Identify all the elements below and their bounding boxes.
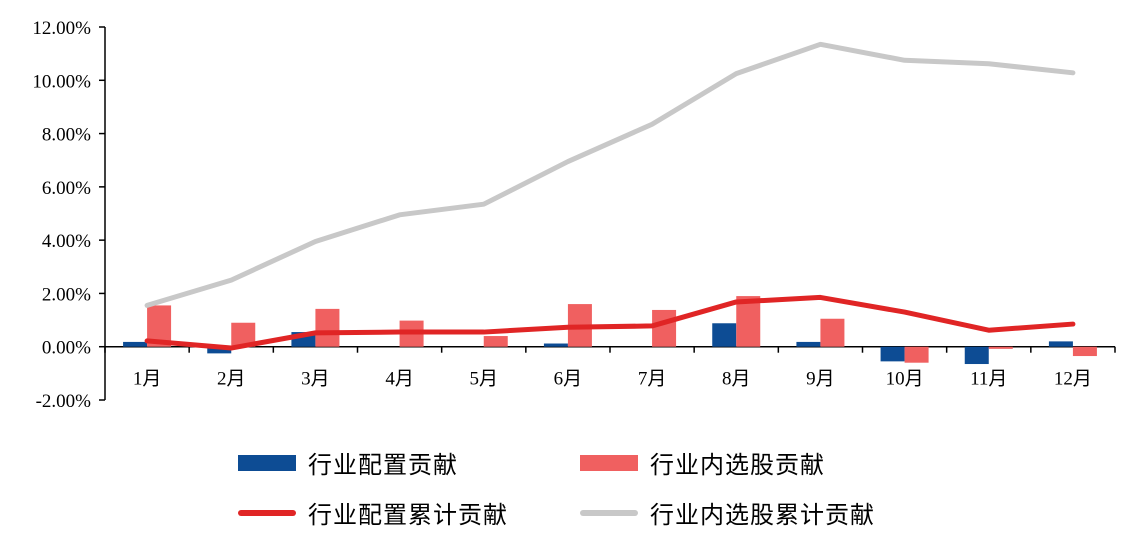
bar-allocation: [796, 341, 821, 347]
bar-selection: [483, 336, 508, 347]
legend-label-allocation: 行业配置贡献: [308, 451, 458, 479]
x-tick-label: 1月: [133, 369, 162, 390]
x-tick-label: 11月: [970, 369, 1007, 390]
legend-swatch-selection: [580, 454, 638, 471]
legend-swatch-allocation-cumulative: [238, 509, 296, 516]
bar-allocation: [207, 346, 232, 354]
x-tick-label: 12月: [1054, 369, 1092, 390]
lines: [144, 41, 1076, 351]
legend-swatch-allocation: [238, 454, 296, 471]
x-tick-label: 9月: [806, 369, 835, 390]
legend-item-allocation-cumulative: 行业配置累计贡献: [238, 495, 508, 530]
x-tick-label: 10月: [886, 369, 924, 390]
x-tick-label: 4月: [385, 369, 414, 390]
y-tick-label: 10.00%: [32, 71, 91, 92]
bar-selection: [988, 346, 1013, 349]
x-tick-label: 6月: [554, 369, 583, 390]
line-allocation-cumulative: [144, 294, 1076, 351]
bar-selection: [736, 296, 761, 347]
x-tick-label: 5月: [469, 369, 498, 390]
bar-allocation: [880, 346, 905, 362]
bar-selection: [820, 318, 845, 347]
bar-selection: [231, 322, 256, 347]
legend: 行业配置贡献 行业内选股贡献 行业配置累计贡献 行业内选股累计贡献: [0, 435, 1122, 535]
y-tick-label: 6.00%: [42, 178, 91, 199]
y-tick-label: 12.00%: [32, 18, 91, 39]
bar-allocation: [543, 343, 568, 347]
legend-label-allocation-cumulative: 行业配置累计贡献: [308, 501, 508, 529]
legend-label-selection-cumulative: 行业内选股累计贡献: [650, 501, 875, 529]
x-tick-label: 7月: [638, 369, 667, 390]
legend-item-selection: 行业内选股贡献: [580, 445, 825, 480]
y-tick-label: 0.00%: [42, 338, 91, 359]
bar-selection: [315, 308, 340, 347]
x-tick-label: 8月: [722, 369, 751, 390]
bar-selection: [652, 309, 677, 347]
bar-allocation: [964, 346, 989, 365]
bar-allocation: [1048, 341, 1073, 347]
y-tick-label: 8.00%: [42, 125, 91, 146]
chart: 12.00% 10.00% 8.00% 6.00% 4.00% 2.00% 0.00% -2.…: [32, 18, 1116, 412]
y-tick-label: 4.00%: [42, 231, 91, 252]
line-selection-cumulative: [144, 41, 1076, 308]
bars: [123, 296, 1097, 365]
axes: 12.00% 10.00% 8.00% 6.00% 4.00% 2.00% 0.00% -2.…: [32, 18, 1116, 412]
legend-item-selection-cumulative: 行业内选股累计贡献: [580, 495, 875, 530]
bar-allocation: [712, 323, 737, 347]
y-tick-label: -2.00%: [36, 391, 92, 412]
y-tick-label: 2.00%: [42, 284, 91, 305]
bar-selection: [1072, 346, 1097, 357]
x-tick-label: 2月: [217, 369, 246, 390]
legend-item-allocation: 行业配置贡献: [238, 445, 458, 480]
bar-allocation: [123, 341, 148, 347]
bar-selection: [904, 346, 929, 363]
legend-label-selection: 行业内选股贡献: [650, 451, 825, 479]
x-tick-label: 3月: [301, 369, 330, 390]
legend-swatch-selection-cumulative: [580, 509, 638, 516]
